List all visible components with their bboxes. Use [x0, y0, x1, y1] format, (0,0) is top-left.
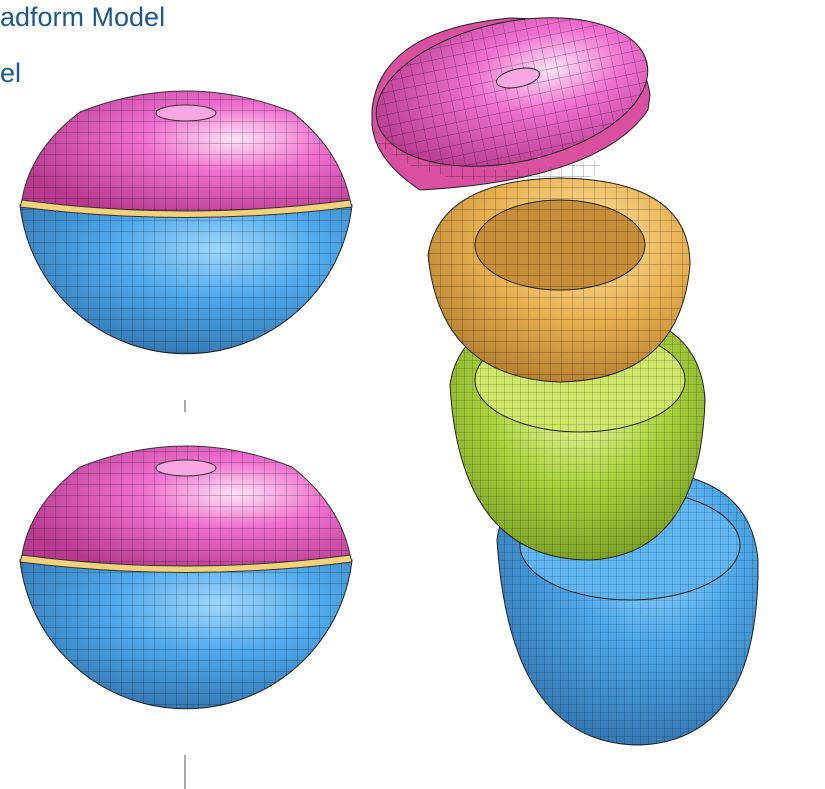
pink-disc: [371, 17, 651, 191]
title-line: adform Model: [0, 2, 166, 32]
gold-shell: [427, 177, 691, 383]
left-top-sphere: [19, 90, 353, 412]
title-line: el: [0, 58, 22, 88]
left-bottom-sphere: [19, 445, 353, 789]
